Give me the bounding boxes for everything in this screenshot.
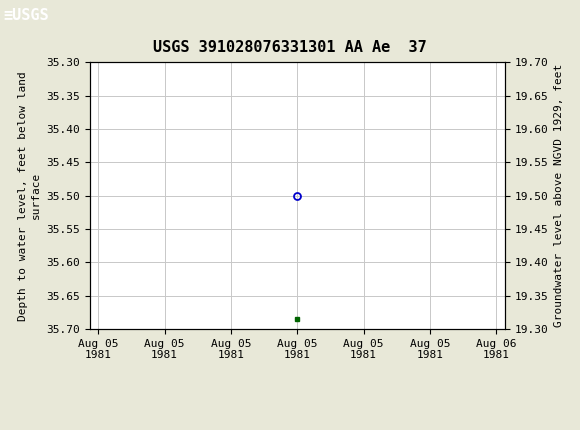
Y-axis label: Depth to water level, feet below land
surface: Depth to water level, feet below land su… bbox=[17, 71, 41, 320]
Text: USGS 391028076331301 AA Ae  37: USGS 391028076331301 AA Ae 37 bbox=[153, 40, 427, 55]
Y-axis label: Groundwater level above NGVD 1929, feet: Groundwater level above NGVD 1929, feet bbox=[554, 64, 564, 327]
Text: ≡USGS: ≡USGS bbox=[3, 8, 49, 23]
